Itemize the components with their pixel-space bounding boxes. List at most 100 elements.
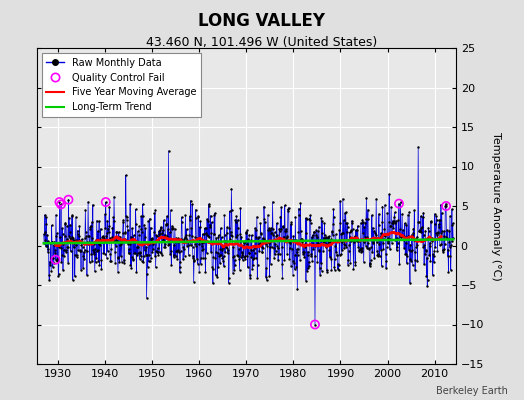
Point	[242, 230, 250, 236]
Point	[247, 237, 255, 243]
Point	[111, 248, 119, 255]
Point	[348, 220, 356, 226]
Point	[81, 207, 90, 213]
Point	[375, 210, 383, 217]
Point	[447, 242, 455, 248]
Point	[409, 230, 417, 236]
Point	[232, 234, 241, 240]
Point	[68, 212, 77, 218]
Point	[380, 232, 388, 239]
Point	[141, 225, 149, 232]
Point	[130, 250, 138, 256]
Point	[235, 246, 243, 252]
Point	[309, 241, 317, 248]
Point	[333, 251, 341, 258]
Point	[194, 214, 202, 220]
Point	[77, 242, 85, 248]
Point	[89, 247, 97, 253]
Point	[227, 231, 235, 238]
Point	[331, 266, 339, 273]
Point	[315, 247, 323, 253]
Point	[345, 229, 354, 236]
Point	[261, 274, 270, 280]
Point	[419, 210, 428, 216]
Point	[156, 231, 165, 238]
Point	[305, 262, 313, 269]
Point	[209, 254, 217, 260]
Point	[391, 236, 400, 242]
Point	[417, 213, 425, 219]
Point	[358, 216, 367, 223]
Point	[247, 232, 256, 238]
Point	[266, 227, 275, 234]
Point	[376, 247, 385, 253]
Point	[373, 251, 381, 258]
Point	[147, 255, 156, 262]
Point	[132, 220, 140, 227]
Point	[423, 255, 431, 261]
Point	[267, 230, 276, 236]
Point	[401, 240, 410, 246]
Point	[374, 222, 383, 228]
Point	[44, 238, 52, 244]
Point	[152, 233, 161, 239]
Point	[73, 252, 81, 258]
Point	[230, 253, 238, 259]
Point	[443, 227, 452, 234]
Point	[184, 252, 193, 258]
Point	[279, 236, 288, 242]
Point	[269, 232, 278, 238]
Point	[139, 252, 148, 259]
Point	[376, 253, 384, 260]
Point	[205, 222, 214, 228]
Point	[137, 253, 145, 260]
Point	[103, 218, 112, 224]
Point	[141, 234, 149, 240]
Point	[183, 236, 192, 243]
Point	[41, 243, 50, 250]
Point	[367, 244, 375, 250]
Point	[113, 254, 122, 260]
Point	[96, 236, 104, 242]
Point	[152, 232, 160, 238]
Point	[430, 248, 439, 255]
Point	[393, 234, 401, 241]
Point	[219, 258, 227, 264]
Point	[293, 246, 301, 252]
Point	[221, 232, 229, 238]
Point	[272, 232, 281, 238]
Point	[346, 260, 355, 266]
Point	[253, 274, 261, 281]
Point	[323, 234, 332, 240]
Point	[78, 239, 86, 245]
Point	[397, 234, 406, 240]
Point	[172, 248, 181, 254]
Point	[123, 214, 131, 220]
Point	[295, 212, 303, 218]
Point	[310, 242, 319, 249]
Point	[360, 224, 368, 230]
Point	[313, 234, 321, 240]
Point	[212, 272, 220, 278]
Point	[355, 248, 364, 254]
Point	[299, 242, 308, 249]
Point	[133, 244, 141, 250]
Point	[439, 247, 447, 253]
Point	[407, 232, 416, 238]
Point	[119, 217, 128, 223]
Point	[41, 237, 49, 243]
Point	[388, 229, 397, 235]
Point	[301, 215, 310, 221]
Point	[88, 219, 96, 225]
Point	[166, 207, 174, 214]
Point	[448, 206, 456, 212]
Point	[386, 223, 395, 229]
Point	[74, 233, 83, 239]
Point	[188, 201, 196, 207]
Point	[54, 273, 62, 280]
Point	[261, 241, 270, 247]
Point	[172, 235, 181, 241]
Point	[387, 220, 396, 226]
Point	[431, 244, 440, 250]
Point	[406, 280, 414, 286]
